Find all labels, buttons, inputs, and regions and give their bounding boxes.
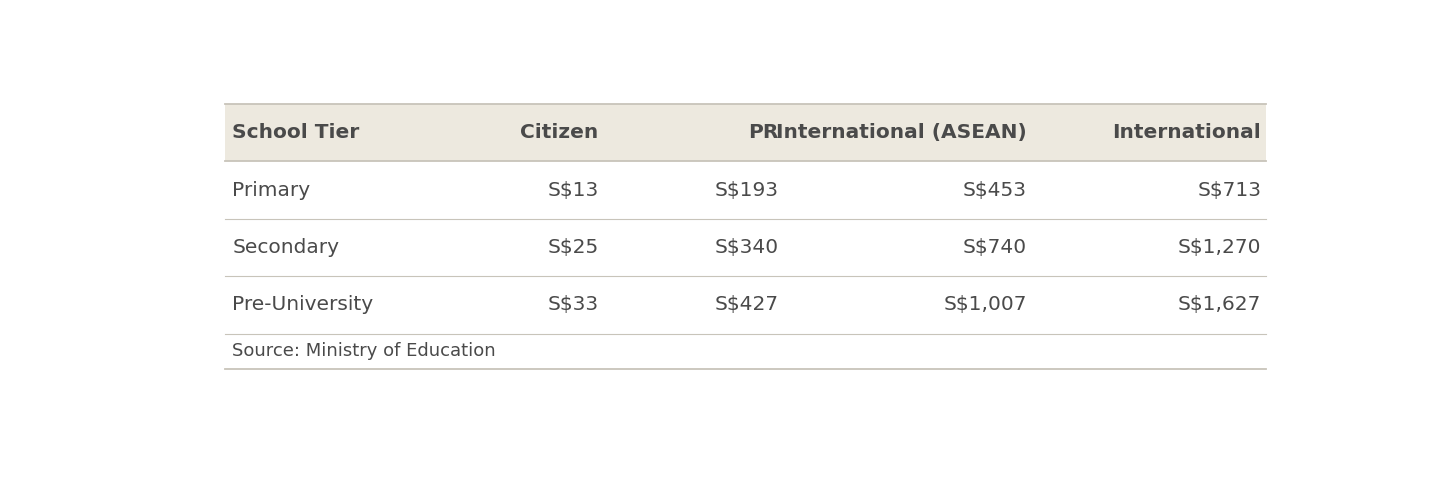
- Text: S$25: S$25: [548, 238, 599, 257]
- Text: Secondary: Secondary: [233, 238, 339, 257]
- Text: S$193: S$193: [715, 181, 779, 199]
- Text: S$340: S$340: [715, 238, 779, 257]
- Text: School Tier: School Tier: [233, 123, 359, 142]
- Text: Source: Ministry of Education: Source: Ministry of Education: [233, 343, 496, 360]
- Text: S$740: S$740: [963, 238, 1027, 257]
- Text: S$427: S$427: [715, 295, 779, 315]
- Text: Citizen: Citizen: [521, 123, 599, 142]
- Text: S$1,270: S$1,270: [1178, 238, 1261, 257]
- Text: S$713: S$713: [1197, 181, 1261, 199]
- Text: S$1,627: S$1,627: [1178, 295, 1261, 315]
- Text: Pre-University: Pre-University: [233, 295, 374, 315]
- Text: S$33: S$33: [548, 295, 599, 315]
- Bar: [224, 334, 1266, 369]
- Text: S$13: S$13: [548, 181, 599, 199]
- Text: International (ASEAN): International (ASEAN): [776, 123, 1027, 142]
- Bar: [224, 276, 1266, 334]
- Text: International: International: [1112, 123, 1261, 142]
- Text: Primary: Primary: [233, 181, 311, 199]
- Text: PR: PR: [749, 123, 779, 142]
- Text: S$1,007: S$1,007: [944, 295, 1027, 315]
- Bar: [224, 219, 1266, 276]
- Bar: [224, 162, 1266, 219]
- Bar: [224, 104, 1266, 162]
- Text: S$453: S$453: [963, 181, 1027, 199]
